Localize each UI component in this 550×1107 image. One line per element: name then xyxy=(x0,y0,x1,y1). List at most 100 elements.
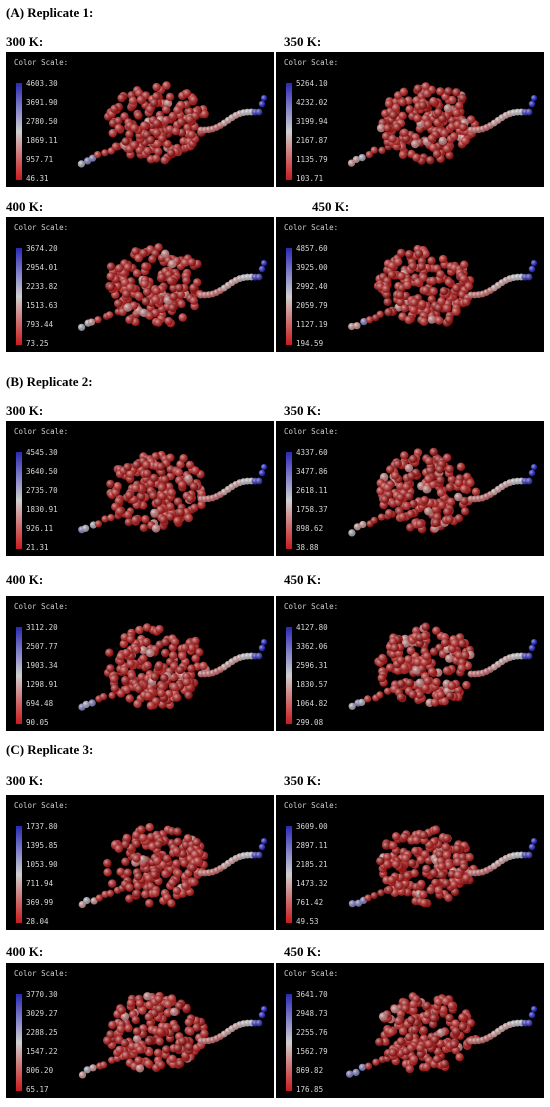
scale-tick: 2992.40 xyxy=(296,282,328,291)
heatmap-panel: Color Scale: 4337.60 3477.86 2618.11 175… xyxy=(276,421,544,556)
scale-tick: 711.94 xyxy=(26,879,54,888)
molecule-render xyxy=(78,243,267,331)
color-scale-bar xyxy=(286,994,292,1091)
color-scale-title: Color Scale: xyxy=(14,801,69,810)
scale-tick: 869.82 xyxy=(296,1066,324,1075)
scale-tick: 369.99 xyxy=(26,898,54,907)
scale-tick: 3477.86 xyxy=(296,467,328,476)
scale-tick: 49.53 xyxy=(296,917,319,926)
scale-tick: 2255.76 xyxy=(296,1028,328,1037)
scale-tick: 1758.37 xyxy=(296,505,328,514)
temp-label: 450 K: xyxy=(284,944,322,959)
temp-label: 450 K: xyxy=(312,199,350,214)
color-scale-bar xyxy=(16,248,22,345)
scale-tick: 898.62 xyxy=(296,524,324,533)
molecule-render xyxy=(78,823,267,909)
scale-tick: 806.20 xyxy=(26,1066,54,1075)
temp-label: 300 K: xyxy=(6,403,44,418)
temp-label: 400 K: xyxy=(6,199,44,214)
scale-tick: 4545.30 xyxy=(26,448,58,457)
color-scale-title: Color Scale: xyxy=(284,223,339,232)
scale-tick: 1547.22 xyxy=(26,1047,58,1056)
scale-tick: 3641.70 xyxy=(296,990,328,999)
scale-tick: 2233.82 xyxy=(26,282,58,291)
scale-tick: 3609.00 xyxy=(296,822,328,831)
scale-tick: 3112.20 xyxy=(26,623,58,632)
scale-tick: 176.85 xyxy=(296,1085,324,1094)
scale-tick: 1298.91 xyxy=(26,680,58,689)
scale-tick: 65.17 xyxy=(26,1085,49,1094)
scale-tick: 1064.82 xyxy=(296,699,328,708)
scale-tick: 3770.30 xyxy=(26,990,58,999)
temp-label: 350 K: xyxy=(284,34,322,49)
color-scale-title: Color Scale: xyxy=(14,602,69,611)
color-scale-bar xyxy=(286,627,292,724)
color-scale-title: Color Scale: xyxy=(284,801,339,810)
molecule-render xyxy=(348,244,537,331)
color-scale-title: Color Scale: xyxy=(284,969,339,978)
heatmap-panel: Color Scale: 4603.30 3691.90 2780.50 186… xyxy=(6,52,274,187)
scale-tick: 2507.77 xyxy=(26,642,58,651)
scale-tick: 2596.31 xyxy=(296,661,328,670)
scale-tick: 2948.73 xyxy=(296,1009,328,1018)
scale-tick: 73.25 xyxy=(26,339,49,348)
color-scale-title: Color Scale: xyxy=(284,427,339,436)
scale-tick: 1869.11 xyxy=(26,136,58,145)
molecule-render xyxy=(77,81,267,168)
molecule-render xyxy=(348,825,537,908)
heatmap-panel: Color Scale: 4857.60 3925.00 2992.40 205… xyxy=(276,217,544,352)
scale-tick: 1473.32 xyxy=(296,879,328,888)
heatmap-panel: Color Scale: 4127.80 3362.06 2596.31 183… xyxy=(276,596,544,731)
heatmap-panel: Color Scale: 4545.30 3640.50 2735.70 183… xyxy=(6,421,274,556)
scale-tick: 2618.11 xyxy=(296,486,328,495)
color-scale-title: Color Scale: xyxy=(14,58,69,67)
color-scale-bar xyxy=(286,83,292,180)
scale-tick: 1830.57 xyxy=(296,680,328,689)
scale-tick: 1135.79 xyxy=(296,155,328,164)
scale-tick: 761.42 xyxy=(296,898,324,907)
section-title-a: (A) Replicate 1: xyxy=(6,5,94,20)
temp-label: 300 K: xyxy=(6,34,44,49)
scale-tick: 1737.80 xyxy=(26,822,58,831)
color-scale-title: Color Scale: xyxy=(284,58,339,67)
scale-tick: 2735.70 xyxy=(26,486,58,495)
scale-tick: 4232.02 xyxy=(296,98,328,107)
scale-tick: 957.71 xyxy=(26,155,54,164)
scale-tick: 28.04 xyxy=(26,917,49,926)
scale-tick: 3362.06 xyxy=(296,642,328,651)
temp-label: 400 K: xyxy=(6,572,44,587)
heatmap-panel: Color Scale: 3609.00 2897.11 2185.21 147… xyxy=(276,795,544,930)
section-title-c: (C) Replicate 3: xyxy=(6,742,94,757)
scale-tick: 3674.20 xyxy=(26,244,58,253)
scale-tick: 926.11 xyxy=(26,524,54,533)
scale-tick: 2954.01 xyxy=(26,263,58,272)
scale-tick: 1395.85 xyxy=(26,841,58,850)
scale-tick: 2780.50 xyxy=(26,117,58,126)
color-scale-title: Color Scale: xyxy=(14,969,69,978)
molecule-render xyxy=(346,992,537,1078)
molecule-render xyxy=(347,82,537,167)
scale-tick: 694.48 xyxy=(26,699,54,708)
scale-tick: 2167.87 xyxy=(296,136,328,145)
molecule-render xyxy=(78,991,267,1079)
heatmap-panel: Color Scale: 3641.70 2948.73 2255.76 156… xyxy=(276,963,544,1098)
scale-tick: 793.44 xyxy=(26,320,54,329)
scale-tick: 2059.79 xyxy=(296,301,328,310)
section-title-b: (B) Replicate 2: xyxy=(6,374,93,389)
scale-tick: 2185.21 xyxy=(296,860,328,869)
scale-tick: 1562.79 xyxy=(296,1047,328,1056)
heatmap-panel: Color Scale: 3770.30 3029.27 2288.25 154… xyxy=(6,963,274,1098)
scale-tick: 3199.94 xyxy=(296,117,328,126)
scale-tick: 1903.34 xyxy=(26,661,58,670)
color-scale-bar xyxy=(16,83,22,180)
color-scale-bar xyxy=(16,994,22,1091)
molecule-render xyxy=(78,623,267,711)
scale-tick: 5264.10 xyxy=(296,79,328,88)
heatmap-panel: Color Scale: 5264.10 4232.02 3199.94 216… xyxy=(276,52,544,187)
color-scale-bar xyxy=(16,627,22,724)
heatmap-panel: Color Scale: 1737.80 1395.85 1053.90 711… xyxy=(6,795,274,930)
scale-tick: 3029.27 xyxy=(26,1009,58,1018)
temp-label: 350 K: xyxy=(284,403,322,418)
scale-tick: 1830.91 xyxy=(26,505,58,514)
scale-tick: 2288.25 xyxy=(26,1028,58,1037)
